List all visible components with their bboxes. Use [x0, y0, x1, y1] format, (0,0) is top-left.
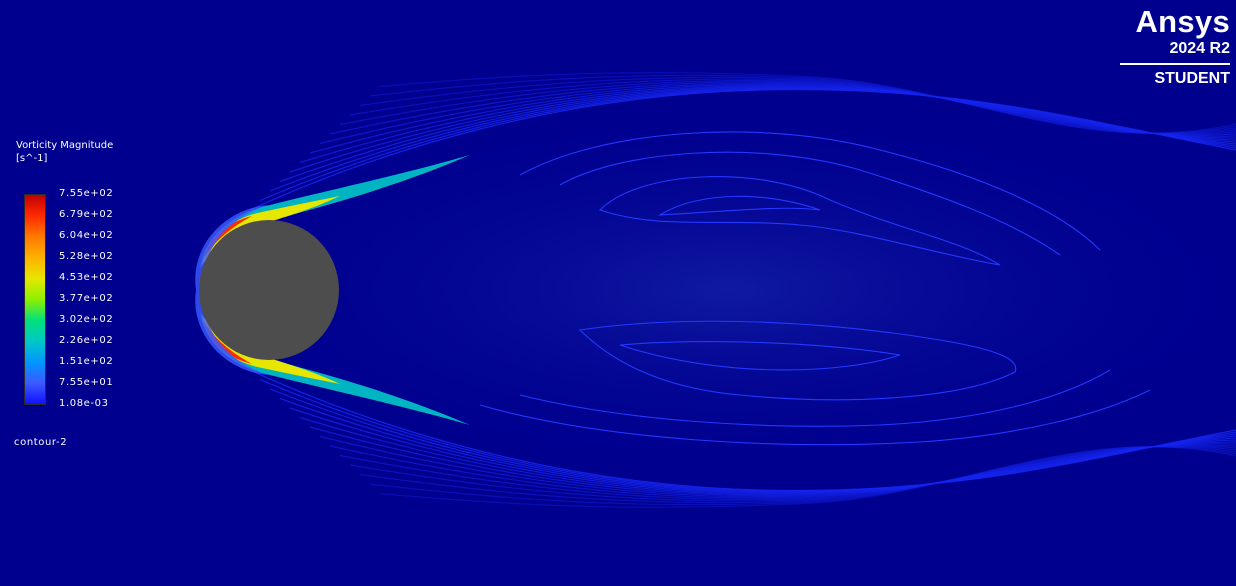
colorbar-tick-label: 2.26e+02 — [59, 335, 114, 346]
lower-shear-layer — [200, 312, 470, 425]
contour-line — [249, 88, 1236, 211]
colorbar-tick-label: 1.08e-03 — [59, 398, 109, 409]
lower-eddy-contours — [479, 320, 1151, 446]
contour-name-label: contour-2 — [14, 437, 68, 448]
colorbar-tick-label: 7.55e+02 — [59, 188, 114, 199]
colorbar-tick-label: 5.28e+02 — [59, 251, 114, 262]
colorbar-tick-label: 3.02e+02 — [59, 314, 114, 325]
wake-contour-lines — [249, 72, 1236, 508]
contour-line — [379, 72, 1236, 134]
logo-divider — [1120, 63, 1230, 65]
logo-edition: STUDENT — [1154, 70, 1230, 87]
contour-line — [349, 78, 1236, 135]
contour-line — [369, 74, 1236, 134]
colorbar-tick-label: 6.79e+02 — [59, 209, 114, 220]
legend-title: Vorticity Magnitude [s^-1] — [16, 139, 113, 165]
ansys-logo: Ansys 2024 R2 STUDENT — [1118, 4, 1230, 88]
wake-region — [170, 100, 1236, 480]
contour-line — [269, 87, 1236, 192]
colorbar — [24, 194, 46, 405]
logo-brand: Ansys — [1135, 4, 1230, 39]
colorbar-tick-label: 7.55e+01 — [59, 377, 114, 388]
contour-line — [279, 86, 1236, 183]
upper-shear-layer — [200, 155, 470, 268]
contour-line — [369, 446, 1236, 506]
upper-eddy-contours — [519, 131, 1101, 266]
contour-line — [329, 81, 1236, 136]
contour-line — [249, 369, 1236, 492]
contour-line — [259, 378, 1236, 492]
colorbar-tick-label: 6.04e+02 — [59, 230, 114, 241]
contour-line — [339, 445, 1236, 501]
contour-line — [279, 397, 1236, 494]
contour-line — [359, 76, 1236, 135]
contour-line — [259, 88, 1236, 202]
colorbar-tick-label: 1.51e+02 — [59, 356, 114, 367]
contour-line — [339, 79, 1236, 135]
legend-units: [s^-1] — [16, 153, 48, 164]
logo-version: 2024 R2 — [1169, 40, 1231, 57]
contour-line — [359, 445, 1236, 504]
colorbar-tick-label: 4.53e+02 — [59, 272, 114, 283]
colorbar-tick-label: 3.77e+02 — [59, 293, 114, 304]
contour-line — [269, 388, 1236, 493]
contour-line — [379, 446, 1236, 508]
cylinder[interactable] — [199, 220, 339, 360]
legend-variable-name: Vorticity Magnitude — [16, 140, 114, 151]
contour-line — [349, 445, 1236, 502]
contour-line — [329, 444, 1236, 499]
